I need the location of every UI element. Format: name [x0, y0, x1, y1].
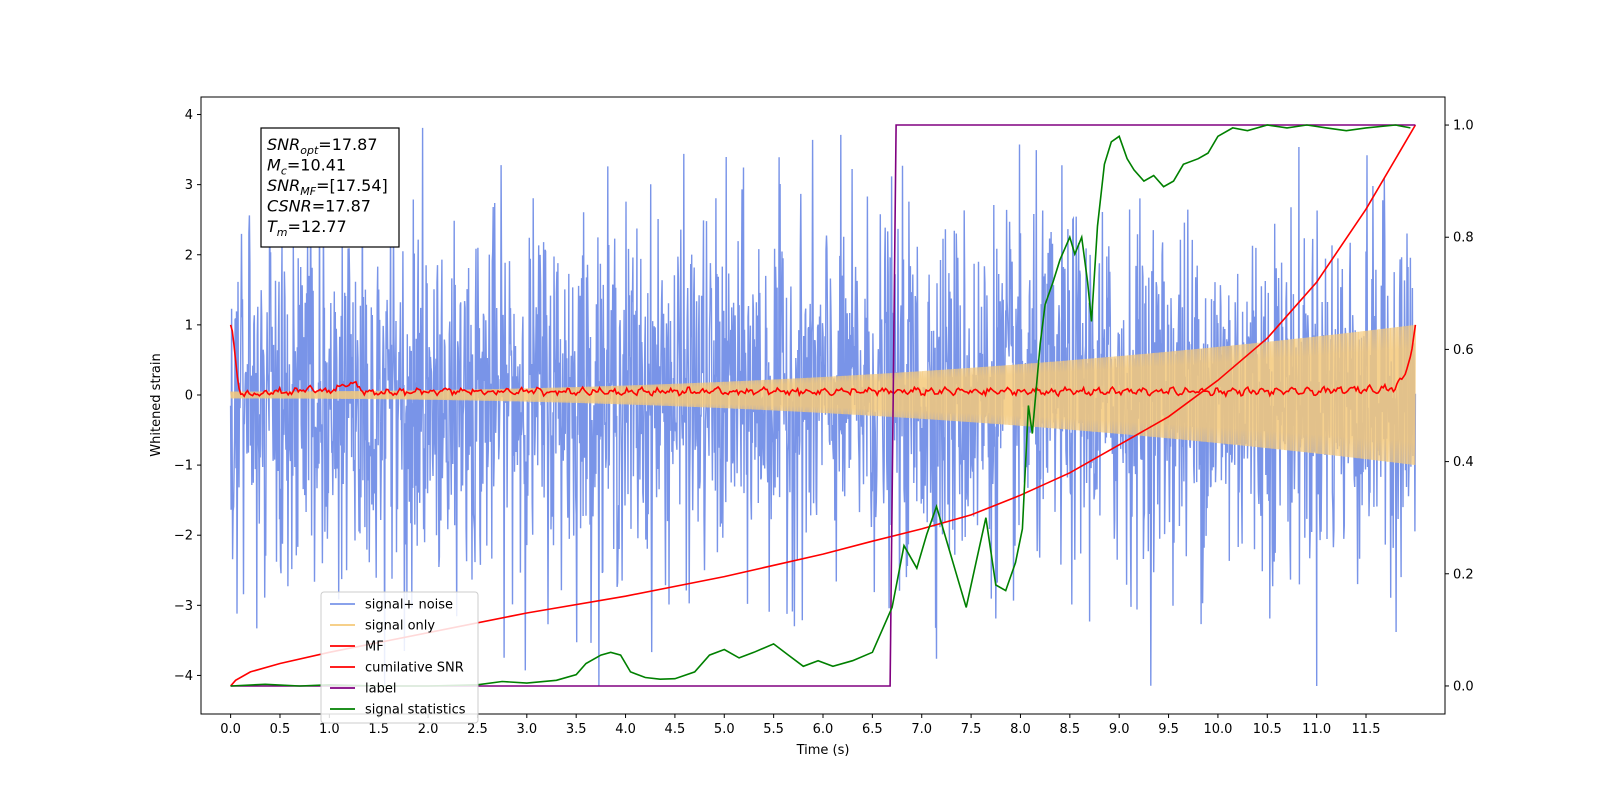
y-tick-label: 3 — [185, 178, 193, 193]
x-tick-label: 10.5 — [1253, 722, 1282, 737]
y2-tick-label: 0.4 — [1453, 455, 1474, 470]
legend-label-signal-only: signal only — [365, 619, 435, 634]
legend: signal+ noise signal only MF cumilative SNR… — [320, 591, 479, 724]
legend-label-cumilative-snr: cumilative SNR — [365, 661, 464, 676]
x-tick-label: 3.0 — [516, 722, 537, 737]
x-axis: 0.0 0.5 1.0 1.5 2.0 2.5 3.0 3.5 4.0 4.5 5.0 5.5 6.0 6… — [220, 714, 1380, 737]
y2-tick-label: 0.8 — [1453, 231, 1474, 246]
y2-tick-label: 0.0 — [1453, 679, 1474, 694]
y-axis-label: Whitened strain — [149, 353, 164, 456]
x-tick-label: 2.0 — [418, 722, 439, 737]
x-tick-label: 4.0 — [615, 722, 636, 737]
x-tick-label: 3.5 — [566, 722, 587, 737]
legend-label-signal-noise: signal+ noise — [365, 598, 453, 613]
x-tick-label: 6.5 — [862, 722, 883, 737]
annotation-line: Mc=10.41 — [267, 156, 346, 178]
x-tick-label: 1.5 — [368, 722, 389, 737]
series-signal-noise — [229, 127, 1417, 687]
y-tick-label: 0 — [185, 388, 193, 403]
y-axis-left: −4 −3 −2 −1 0 1 2 3 4 — [174, 108, 201, 684]
annotation-line: Tm=12.77 — [267, 217, 347, 239]
series-signal-statistics — [230, 124, 1411, 687]
annotation-line: SNRMF=[17.54] — [267, 176, 388, 198]
x-tick-label: 11.5 — [1352, 722, 1381, 737]
annotation-line: CSNR=17.87 — [267, 197, 371, 216]
annotation-frame — [260, 127, 400, 248]
x-tick-label: 2.5 — [467, 722, 488, 737]
series-mf — [229, 324, 1417, 399]
x-tick-label: 7.5 — [961, 722, 982, 737]
x-tick-label: 0.0 — [220, 722, 241, 737]
series-label — [230, 124, 1416, 687]
y2-tick-label: 0.6 — [1453, 343, 1474, 358]
y2-tick-label: 1.0 — [1453, 119, 1474, 134]
x-tick-label: 5.5 — [763, 722, 784, 737]
y-tick-label: 1 — [185, 318, 193, 333]
x-tick-label: 8.5 — [1059, 722, 1080, 737]
y-tick-label: 2 — [185, 248, 193, 263]
y-axis-right: 0.0 0.2 0.4 0.6 0.8 1.0 — [1445, 119, 1474, 694]
x-tick-label: 4.5 — [665, 722, 686, 737]
y2-tick-label: 0.2 — [1453, 567, 1474, 582]
y-tick-label: −2 — [174, 529, 193, 544]
legend-label-mf: MF — [365, 640, 384, 655]
x-tick-label: 10.0 — [1203, 722, 1232, 737]
x-axis-label: Time (s) — [796, 743, 850, 758]
x-tick-label: 9.0 — [1109, 722, 1130, 737]
y-tick-label: −3 — [174, 599, 193, 614]
y-tick-label: −4 — [174, 669, 193, 684]
annotation-line: SNRopt=17.87 — [267, 135, 378, 157]
legend-label-label: label — [365, 682, 396, 697]
x-tick-label: 8.0 — [1010, 722, 1031, 737]
legend-frame — [320, 591, 479, 724]
series-layer — [229, 124, 1417, 687]
x-tick-label: 6.0 — [813, 722, 834, 737]
x-tick-label: 0.5 — [270, 722, 291, 737]
series-cumilative-snr — [229, 124, 1417, 687]
legend-label-signal-statistics: signal statistics — [365, 703, 466, 718]
x-tick-label: 1.0 — [319, 722, 340, 737]
x-tick-label: 7.0 — [911, 722, 932, 737]
x-tick-label: 11.0 — [1302, 722, 1331, 737]
y-tick-label: 4 — [185, 108, 193, 123]
x-tick-label: 9.5 — [1158, 722, 1179, 737]
series-signal-only — [230, 324, 1416, 466]
annotation-box: SNRopt=17.87Mc=10.41SNRMF=[17.54]CSNR=17… — [260, 127, 400, 248]
y-tick-label: −1 — [174, 459, 193, 474]
x-tick-label: 5.0 — [714, 722, 735, 737]
